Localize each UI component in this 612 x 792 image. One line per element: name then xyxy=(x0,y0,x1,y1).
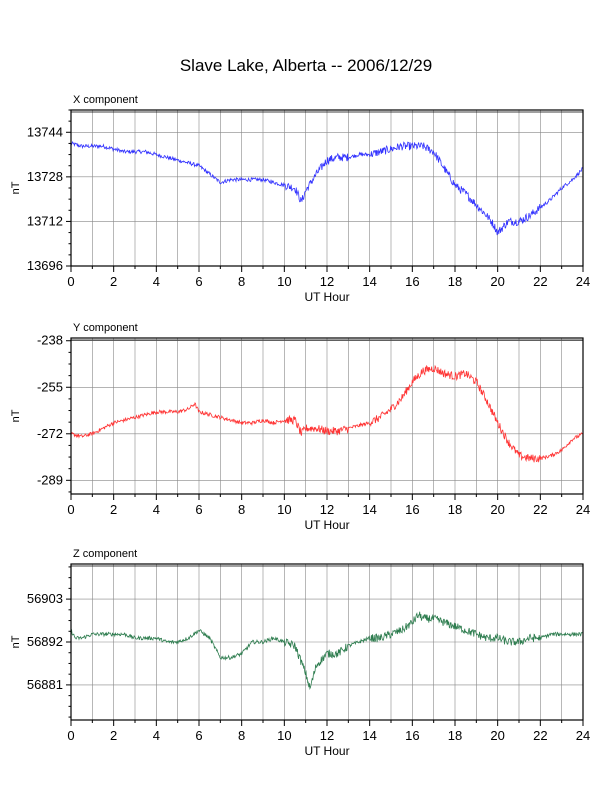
y-tick-label: 56903 xyxy=(27,591,63,606)
y-axis-label: nT xyxy=(10,409,22,422)
x-tick-label: 10 xyxy=(277,274,291,289)
x-tick-label: 16 xyxy=(405,274,419,289)
y-tick-label: -255 xyxy=(37,379,63,394)
x-tick-label: 18 xyxy=(448,728,462,743)
y-axis-label: nT xyxy=(10,181,22,194)
x-tick-label: 20 xyxy=(490,502,504,517)
x-tick-label: 4 xyxy=(153,502,160,517)
y-tick-label: -272 xyxy=(37,426,63,441)
x-tick-label: 12 xyxy=(320,502,334,517)
x-tick-label: 20 xyxy=(490,728,504,743)
x-tick-label: 0 xyxy=(67,728,74,743)
x-tick-label: 16 xyxy=(405,502,419,517)
y-tick-label: 13712 xyxy=(27,213,63,228)
x-tick-label: 6 xyxy=(195,502,202,517)
x-tick-label: 6 xyxy=(195,728,202,743)
x-tick-label: 8 xyxy=(238,502,245,517)
series-line-x xyxy=(70,141,584,236)
panel-label: Y component xyxy=(73,322,138,334)
y-tick-label: -238 xyxy=(37,333,63,348)
x-tick-label: 18 xyxy=(448,502,462,517)
x-tick-label: 22 xyxy=(533,274,547,289)
x-tick-label: 2 xyxy=(110,274,117,289)
x-tick-label: 4 xyxy=(153,728,160,743)
series-line-y xyxy=(70,364,584,463)
x-tick-label: 24 xyxy=(576,274,590,289)
x-tick-label: 10 xyxy=(277,502,291,517)
panel-label: Z component xyxy=(73,548,137,560)
y-tick-label: 56892 xyxy=(27,634,63,649)
x-axis-label: UT Hour xyxy=(304,744,349,758)
x-axis-label: UT Hour xyxy=(304,518,349,532)
y-tick-label: 13696 xyxy=(27,258,63,273)
x-tick-label: 0 xyxy=(67,274,74,289)
x-tick-label: 24 xyxy=(576,728,590,743)
page-title: Slave Lake, Alberta -- 2006/12/29 xyxy=(179,56,433,75)
y-tick-label: 56881 xyxy=(27,677,63,692)
x-tick-label: 2 xyxy=(110,728,117,743)
x-tick-label: 0 xyxy=(67,502,74,517)
panel-label: X component xyxy=(73,94,138,106)
x-tick-label: 2 xyxy=(110,502,117,517)
x-tick-label: 8 xyxy=(238,728,245,743)
x-tick-label: 24 xyxy=(576,502,590,517)
x-tick-label: 10 xyxy=(277,728,291,743)
y-tick-label: 13744 xyxy=(27,124,63,139)
x-tick-label: 14 xyxy=(362,502,376,517)
y-tick-label: -289 xyxy=(37,472,63,487)
x-tick-label: 4 xyxy=(153,274,160,289)
x-tick-label: 18 xyxy=(448,274,462,289)
x-tick-label: 12 xyxy=(320,728,334,743)
x-tick-label: 12 xyxy=(320,274,334,289)
x-tick-label: 14 xyxy=(362,728,376,743)
x-tick-label: 20 xyxy=(490,274,504,289)
y-tick-label: 13728 xyxy=(27,169,63,184)
x-axis-label: UT Hour xyxy=(304,290,349,304)
x-tick-label: 6 xyxy=(195,274,202,289)
y-axis-label: nT xyxy=(10,635,22,648)
x-tick-label: 22 xyxy=(533,728,547,743)
x-tick-label: 22 xyxy=(533,502,547,517)
series-line-z xyxy=(70,611,584,691)
x-tick-label: 14 xyxy=(362,274,376,289)
x-tick-label: 16 xyxy=(405,728,419,743)
x-tick-label: 8 xyxy=(238,274,245,289)
